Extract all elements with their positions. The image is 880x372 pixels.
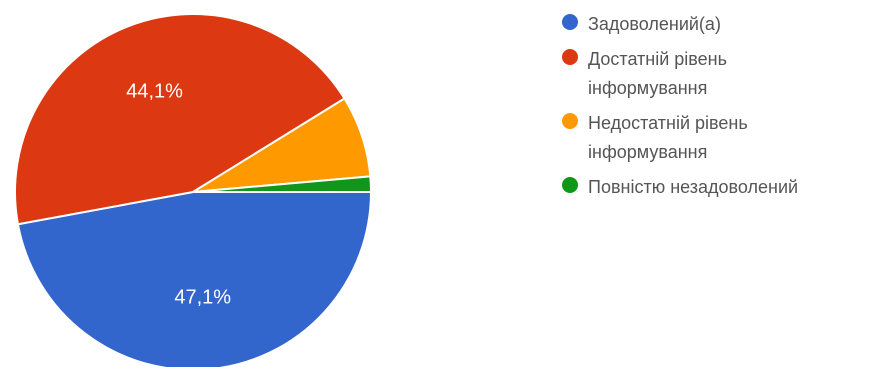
legend-label-3: Недостатній рівень інформування <box>588 109 748 167</box>
legend-item-1: Задоволений(а) <box>562 10 874 39</box>
legend-label-line: інформування <box>588 142 708 162</box>
legend-item-3: Недостатній рівень інформування <box>562 109 874 167</box>
slice-label-2: 44,1% <box>126 81 183 103</box>
legend-item-2: Достатній рівень інформування <box>562 45 874 103</box>
legend-swatch-3 <box>562 113 578 129</box>
legend-label-line: Повністю незадоволений <box>588 177 799 197</box>
legend-label-4: Повністю незадоволений <box>588 173 798 202</box>
legend-label-line: Достатній рівень <box>588 49 727 69</box>
legend-swatch-4 <box>562 177 578 193</box>
legend-label-line: інформування <box>588 78 708 98</box>
pie-slices <box>14 13 373 371</box>
legend: Задоволений(а) Достатній рівень інформуван… <box>562 10 874 208</box>
pie-slice-2 <box>14 13 346 226</box>
pie-data-labels: 47,1% 44,1% <box>126 81 231 309</box>
legend-label-line: Задоволений(а) <box>588 14 721 34</box>
slice-label-1: 47,1% <box>174 287 231 309</box>
pie-slice-1 <box>16 191 373 371</box>
legend-swatch-2 <box>562 49 578 65</box>
legend-label-line: Недостатній рівень <box>588 113 748 133</box>
legend-item-4: Повністю незадоволений <box>562 173 874 202</box>
pie-slice-4 <box>192 175 373 193</box>
legend-swatch-1 <box>562 14 578 30</box>
legend-label-2: Достатній рівень інформування <box>588 45 727 103</box>
legend-label-1: Задоволений(а) <box>588 10 721 39</box>
